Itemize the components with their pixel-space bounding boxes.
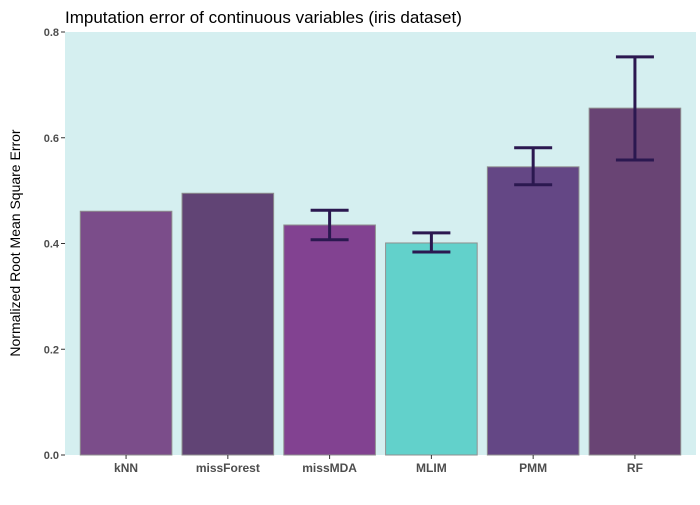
x-tick-label: MLIM [416, 461, 447, 475]
x-tick-label: kNN [114, 461, 138, 475]
bar-missForest [181, 192, 275, 456]
y-tick-label: 0.8 [44, 27, 59, 39]
chart-title: Imputation error of continuous variables… [65, 8, 462, 27]
bar-kNN [79, 210, 173, 456]
bar-MLIM [385, 242, 478, 456]
x-tick-label: RF [627, 461, 643, 475]
y-tick-label: 0.6 [44, 133, 59, 145]
bar-RF [588, 107, 682, 456]
y-tick-label: 0.0 [44, 450, 59, 462]
y-tick-label: 0.4 [44, 239, 60, 251]
x-tick-label: missForest [196, 461, 260, 475]
x-tick-label: missMDA [302, 461, 357, 475]
bar-missMDA [283, 224, 376, 456]
y-axis-label: Normalized Root Mean Square Error [7, 129, 23, 357]
y-tick-label: 0.2 [44, 344, 59, 356]
x-tick-label: PMM [519, 461, 547, 475]
bar-PMM [486, 166, 580, 456]
